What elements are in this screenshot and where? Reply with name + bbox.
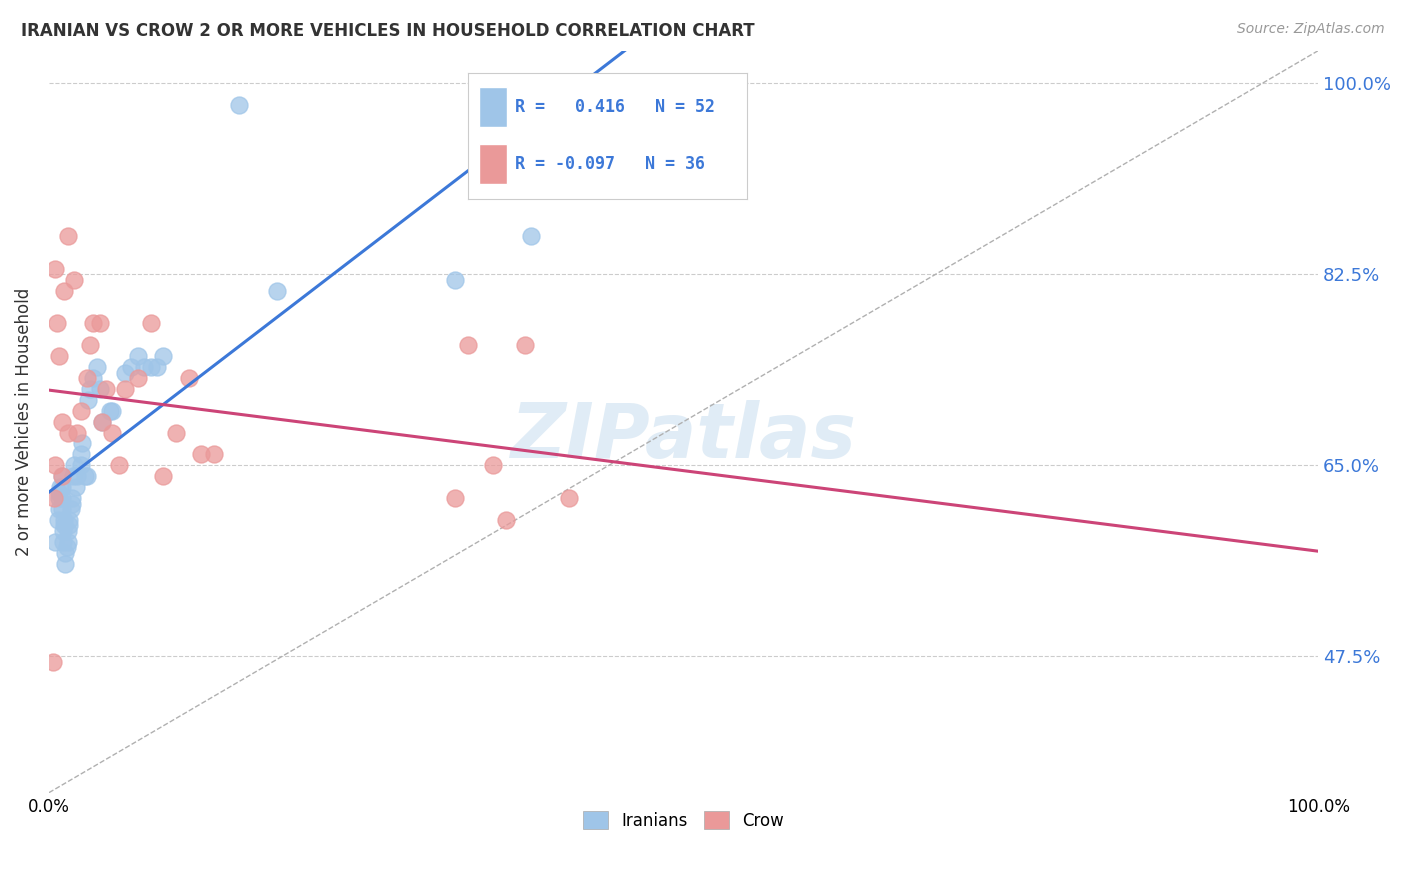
Point — [63, 458, 86, 473]
Point — [152, 349, 174, 363]
Point — [62, 469, 84, 483]
Point — [55, 540, 77, 554]
Point — [114, 366, 136, 380]
Point — [121, 360, 143, 375]
Point — [66, 425, 89, 440]
Point — [76, 469, 98, 483]
Point — [94, 382, 117, 396]
Point — [202, 447, 225, 461]
Point — [98, 403, 121, 417]
Point — [134, 360, 156, 375]
Point — [114, 382, 136, 396]
Point — [82, 371, 104, 385]
Point — [51, 469, 73, 483]
Point — [177, 371, 200, 385]
Point — [89, 382, 111, 396]
Point — [48, 485, 70, 500]
Point — [101, 403, 124, 417]
Point — [69, 447, 91, 461]
Point — [48, 502, 70, 516]
Point — [63, 273, 86, 287]
Point — [52, 524, 75, 538]
Point — [86, 360, 108, 375]
Point — [444, 491, 467, 505]
Point — [56, 425, 79, 440]
Point — [70, 436, 93, 450]
Point — [146, 360, 169, 375]
Point — [51, 469, 73, 483]
Point — [66, 469, 89, 483]
Legend: Iranians, Crow: Iranians, Crow — [576, 805, 792, 837]
Point — [266, 284, 288, 298]
Text: IRANIAN VS CROW 2 OR MORE VEHICLES IN HOUSEHOLD CORRELATION CHART: IRANIAN VS CROW 2 OR MORE VEHICLES IN HO… — [21, 22, 755, 40]
Point — [53, 284, 76, 298]
Point — [77, 392, 100, 407]
Point — [127, 349, 149, 363]
Point — [79, 382, 101, 396]
Point — [48, 491, 70, 505]
Point — [91, 415, 114, 429]
Point — [53, 513, 76, 527]
Text: ZIPatlas: ZIPatlas — [510, 400, 856, 474]
Text: Source: ZipAtlas.com: Source: ZipAtlas.com — [1237, 22, 1385, 37]
Point — [139, 360, 162, 375]
Point — [107, 458, 129, 473]
Y-axis label: 2 or more Vehicles in Household: 2 or more Vehicles in Household — [15, 287, 32, 556]
Point — [52, 534, 75, 549]
Point — [65, 480, 87, 494]
Point — [58, 513, 80, 527]
Point — [69, 458, 91, 473]
Point — [444, 273, 467, 287]
Point — [51, 480, 73, 494]
Point — [60, 496, 83, 510]
Point — [165, 425, 187, 440]
Point — [69, 403, 91, 417]
Point — [91, 415, 114, 429]
Point — [457, 338, 479, 352]
Point — [44, 261, 66, 276]
Point — [82, 317, 104, 331]
Point — [59, 502, 82, 516]
Point — [51, 502, 73, 516]
Point — [46, 513, 69, 527]
Point — [48, 349, 70, 363]
Point — [101, 425, 124, 440]
Point — [127, 371, 149, 385]
Point — [55, 557, 77, 571]
Point — [495, 513, 517, 527]
Point — [56, 524, 79, 538]
Point — [79, 338, 101, 352]
Point — [53, 518, 76, 533]
Point — [482, 458, 505, 473]
Point — [49, 480, 72, 494]
Point — [89, 317, 111, 331]
Point — [56, 229, 79, 244]
Point — [42, 491, 65, 505]
Point — [152, 469, 174, 483]
Point — [58, 518, 80, 533]
Point — [51, 415, 73, 429]
Point — [520, 229, 543, 244]
Point — [51, 491, 73, 505]
Point — [55, 546, 77, 560]
Point — [190, 447, 212, 461]
Point — [76, 371, 98, 385]
Point — [56, 534, 79, 549]
Point — [42, 655, 65, 669]
Point — [513, 338, 536, 352]
Point — [45, 317, 67, 331]
Point — [44, 534, 66, 549]
Point — [228, 98, 250, 112]
Point — [60, 491, 83, 505]
Point — [73, 469, 96, 483]
Point — [139, 317, 162, 331]
Point — [558, 491, 581, 505]
Point — [44, 458, 66, 473]
